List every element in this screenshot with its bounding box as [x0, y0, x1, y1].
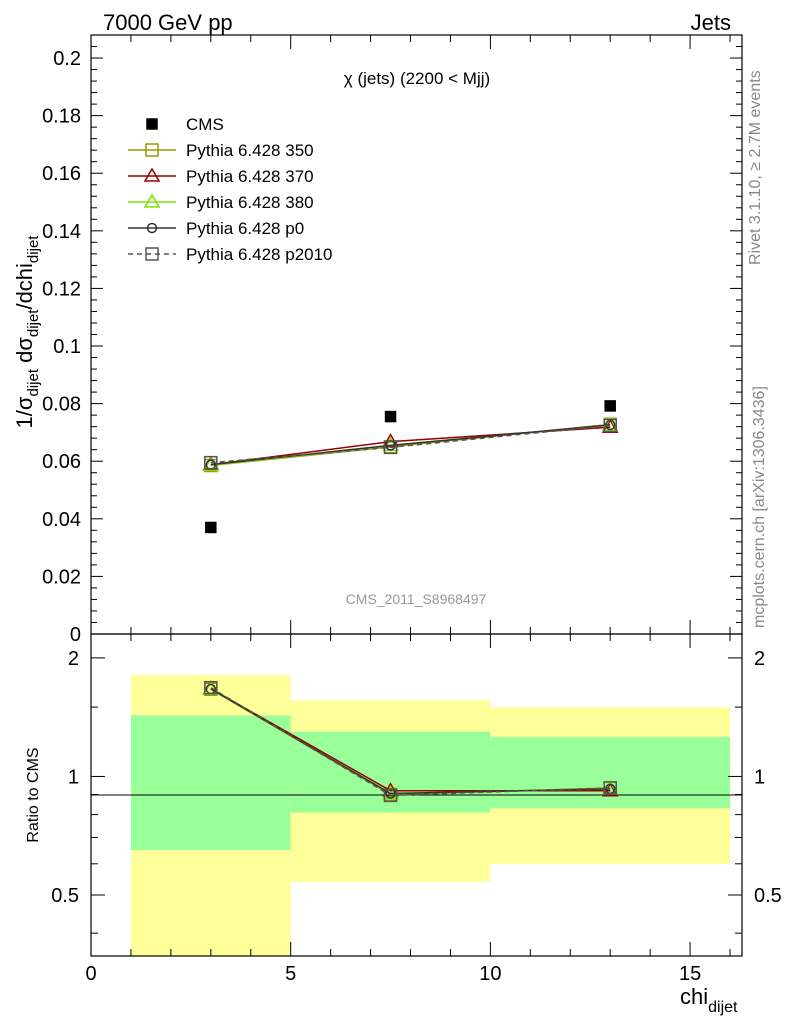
mcplots-label: mcplots.cern.ch [arXiv:1306.3436]	[751, 386, 768, 628]
legend-label: Pythia 6.428 350	[186, 141, 314, 160]
y-tick-label: 0.18	[42, 106, 81, 128]
x-tick-label: 0	[85, 963, 96, 985]
ratio-y-tick-label: 2	[68, 648, 79, 670]
legend: CMS Pythia 6.428 350 Pythia 6.428 370 Pythi…	[128, 115, 333, 264]
y-axis-label: 1/σdijet dσdijet/dchidijet	[12, 235, 42, 429]
series-line	[210, 424, 611, 464]
y-tick-label: 0.1	[53, 336, 81, 358]
ratio-data-point	[383, 788, 398, 803]
y-tick-label: 0.16	[42, 163, 81, 185]
rivet-label: Rivet 3.1.10, ≥ 2.7M events	[747, 70, 764, 265]
ratio-data-point	[601, 782, 619, 797]
legend-label: Pythia 6.428 p0	[186, 219, 304, 238]
main-title: χ (jets) (2200 < Mjj)	[344, 69, 490, 88]
ratio-panel: 0.5 0.5 1 1 2 2 0 5 10 15 Ratio to CMS chidijet	[25, 633, 782, 1016]
y-tick-label: 0	[70, 624, 81, 646]
ratio-frame	[90, 633, 743, 957]
process-label: Jets	[691, 10, 731, 35]
ratio-data-point	[204, 680, 218, 695]
ratio-y-tick-label-right: 2	[754, 648, 765, 670]
series-line	[210, 424, 611, 466]
data-point-mc	[603, 418, 617, 433]
ratio-y-tick-label-right: 1	[754, 766, 765, 788]
svg-text:1/σdijet dσdijet/dchidijet: 1/σdijet dσdijet/dchidijet	[12, 235, 42, 429]
data-point-cms	[205, 521, 217, 534]
x-tick-label: 10	[479, 963, 501, 985]
y-tick-label: 0.06	[42, 451, 81, 473]
y-tick-label: 0.02	[42, 566, 81, 588]
y-tick-label: 0.04	[42, 509, 81, 531]
energy-label: 7000 GeV pp	[103, 10, 233, 35]
legend-marker	[146, 118, 158, 130]
legend-marker	[143, 167, 161, 182]
ratio-y-tick-label-right: 0.5	[754, 885, 782, 907]
y-tick-label: 0.2	[53, 48, 81, 70]
data-point-cms	[384, 410, 397, 423]
legend-marker	[143, 193, 161, 208]
data-point-cms	[604, 400, 616, 412]
ratio-series-line	[210, 687, 611, 797]
svg-text:chidijet: chidijet	[680, 984, 738, 1016]
ratio-data-point	[603, 781, 617, 795]
ratio-y-label: Ratio to CMS	[25, 747, 42, 842]
x-tick-label: 15	[679, 963, 701, 985]
y-tick-label: 0.14	[42, 221, 81, 243]
watermark: CMS_2011_S8968497	[346, 591, 487, 607]
x-tick-label: 5	[285, 963, 296, 985]
legend-marker	[146, 222, 158, 234]
uncertainty-band-inner	[490, 736, 731, 809]
legend-marker	[145, 143, 159, 157]
legend-label: Pythia 6.428 p2010	[186, 245, 333, 264]
ratio-y-tick-label: 0.5	[51, 885, 79, 907]
legend-label: Pythia 6.428 380	[186, 193, 314, 212]
data-point-mc	[604, 419, 616, 431]
data-point-mc	[601, 416, 619, 431]
data-point-mc	[204, 455, 218, 470]
y-tick-label: 0.12	[42, 278, 81, 300]
ratio-series-line	[210, 688, 611, 795]
ratio-y-tick-label: 1	[68, 766, 79, 788]
main-panel: 00.020.040.060.080.10.120.140.160.180.2 …	[12, 34, 743, 646]
legend-marker	[145, 247, 159, 261]
uncertainty-band-inner	[130, 715, 291, 851]
y-tick-label: 0.08	[42, 394, 81, 416]
legend-label: CMS	[186, 115, 224, 134]
data-point-mc	[382, 433, 399, 448]
legend-label: Pythia 6.428 370	[186, 167, 314, 186]
data-point-mc	[383, 440, 398, 455]
x-axis-label: chidijet	[680, 984, 738, 1016]
